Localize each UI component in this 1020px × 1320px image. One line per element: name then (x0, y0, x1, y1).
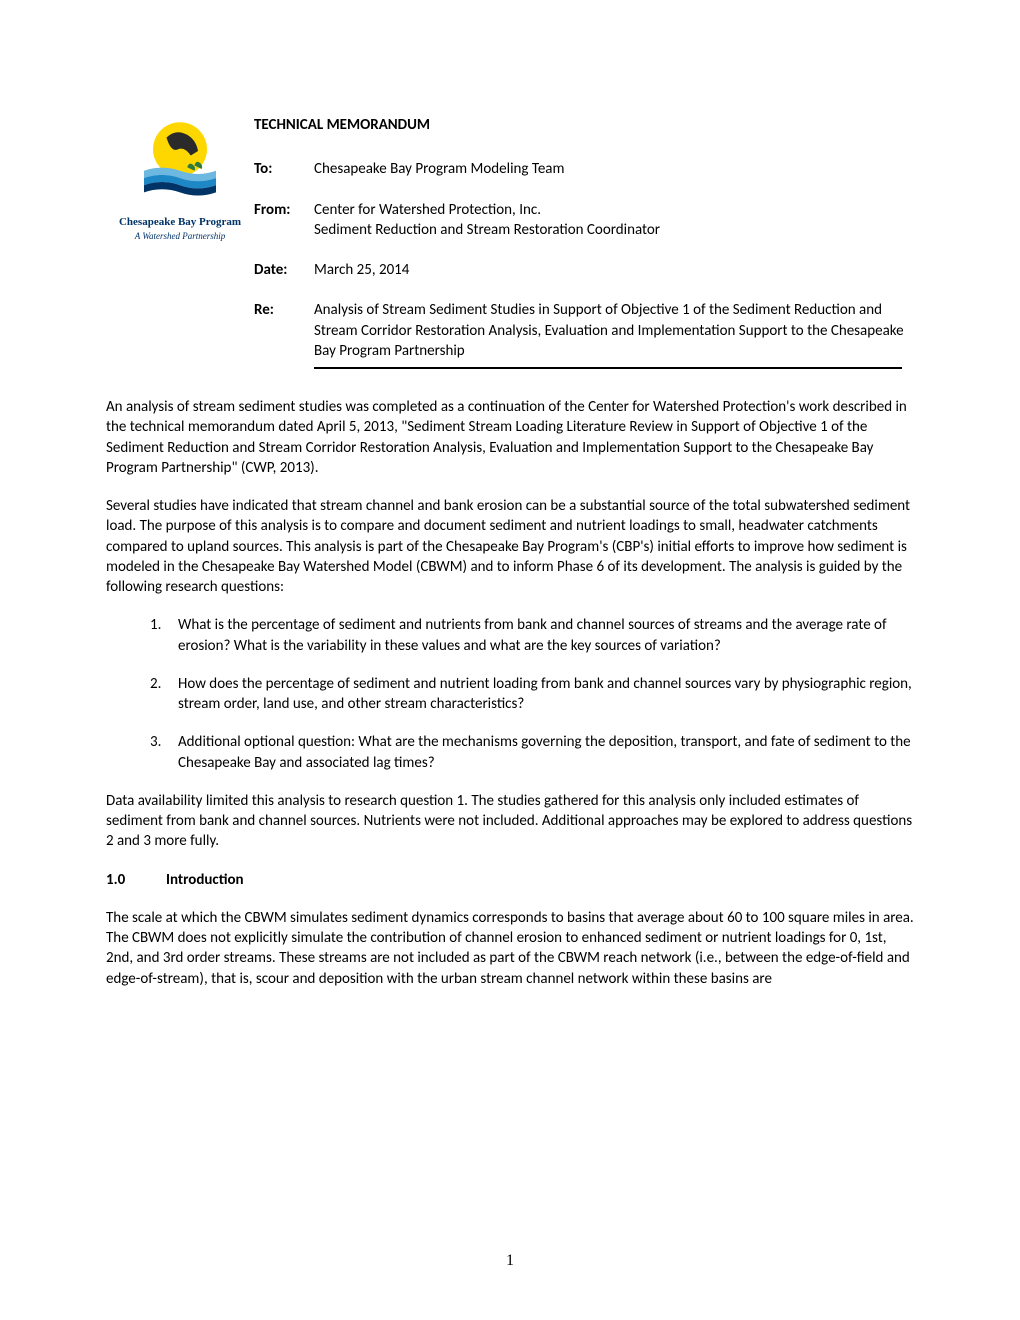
research-questions-list: 1. What is the percentage of sediment an… (150, 615, 914, 773)
question-3-text: Additional optional question: What are t… (178, 733, 911, 771)
memo-date-label: Date: (254, 260, 314, 280)
memo-from-line2: Sediment Reduction and Stream Restoratio… (314, 220, 914, 240)
paragraph-2: Several studies have indicated that stre… (106, 496, 914, 597)
memo-date-field: Date: March 25, 2014 (254, 260, 914, 280)
question-2: 2. How does the percentage of sediment a… (150, 674, 914, 715)
question-3: 3. Additional optional question: What ar… (150, 732, 914, 773)
memo-header-section: Chesapeake Bay Program A Watershed Partn… (106, 115, 914, 369)
page-number: 1 (506, 1250, 514, 1272)
memo-to-value: Chesapeake Bay Program Modeling Team (314, 159, 914, 179)
memo-re-value: Analysis of Stream Sediment Studies in S… (314, 300, 914, 361)
memo-header-fields: TECHNICAL MEMORANDUM To: Chesapeake Bay … (254, 115, 914, 369)
memo-re-field: Re: Analysis of Stream Sediment Studies … (254, 300, 914, 361)
paragraph-3: Data availability limited this analysis … (106, 791, 914, 852)
memo-to-label: To: (254, 159, 314, 179)
section-heading: 1.0Introduction (106, 870, 914, 890)
memo-date-value: March 25, 2014 (314, 260, 914, 280)
section-number: 1.0 (106, 870, 166, 890)
logo-org-name: Chesapeake Bay Program (106, 215, 254, 230)
memo-from-field: From: Center for Watershed Protection, I… (254, 200, 914, 241)
header-divider (314, 367, 902, 369)
memo-re-label: Re: (254, 300, 314, 320)
question-1-text: What is the percentage of sediment and n… (178, 616, 887, 654)
logo-tagline: A Watershed Partnership (106, 230, 254, 242)
paragraph-4: The scale at which the CBWM simulates se… (106, 908, 914, 989)
paragraph-1: An analysis of stream sediment studies w… (106, 397, 914, 478)
chesapeake-bay-logo-icon (135, 115, 225, 205)
logo-container: Chesapeake Bay Program A Watershed Partn… (106, 115, 254, 242)
memo-from-label: From: (254, 200, 314, 220)
memo-to-field: To: Chesapeake Bay Program Modeling Team (254, 159, 914, 179)
memo-from-value: Center for Watershed Protection, Inc. Se… (314, 200, 914, 241)
question-1: 1. What is the percentage of sediment an… (150, 615, 914, 656)
document-body: An analysis of stream sediment studies w… (106, 397, 914, 989)
question-3-num: 3. (150, 732, 161, 752)
memo-title: TECHNICAL MEMORANDUM (254, 115, 914, 135)
question-2-num: 2. (150, 674, 161, 694)
section-title: Introduction (166, 871, 244, 889)
question-1-num: 1. (150, 615, 161, 635)
memo-from-line1: Center for Watershed Protection, Inc. (314, 200, 914, 220)
question-2-text: How does the percentage of sediment and … (178, 675, 912, 713)
